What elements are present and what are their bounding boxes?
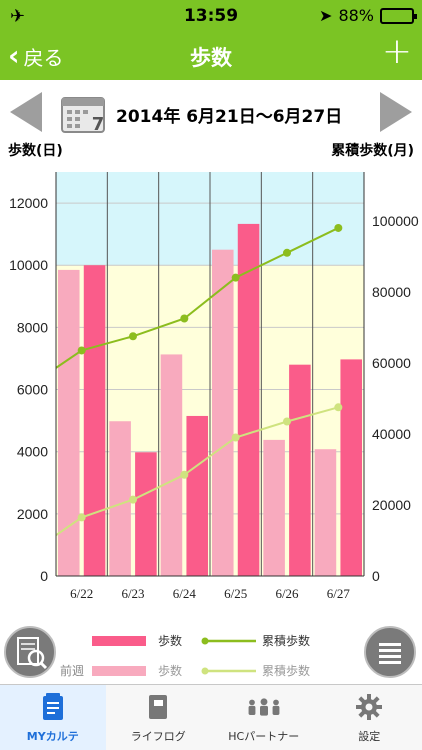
x-tick-label: 6/24 bbox=[173, 586, 197, 601]
series-last-week-cumulative-point bbox=[129, 495, 137, 504]
week-range: 2014年 6月21日〜6月27日 bbox=[116, 107, 343, 127]
back-button[interactable]: ‹ 戻る bbox=[8, 40, 64, 72]
right-tick-label: 80000 bbox=[372, 284, 411, 300]
battery-icon bbox=[380, 7, 417, 24]
bar-this-week bbox=[186, 415, 208, 576]
list-menu-icon bbox=[379, 643, 401, 664]
left-tick-label: 10000 bbox=[9, 257, 48, 273]
page-title: 歩数 bbox=[190, 46, 232, 70]
series-this-week-cumulative-point bbox=[334, 223, 343, 232]
left-tick-label: 12000 bbox=[9, 195, 48, 211]
add-button[interactable]: + bbox=[381, 31, 412, 72]
tab-label: HCパートナー bbox=[228, 730, 300, 743]
legend-dot-last-week bbox=[201, 667, 209, 675]
tab-label: MYカルテ bbox=[26, 730, 79, 743]
gear-icon bbox=[349, 690, 389, 724]
x-tick-label: 6/22 bbox=[70, 586, 93, 601]
status-right: ➤ 88% bbox=[319, 6, 417, 25]
legend-swatch-this-week-bar bbox=[92, 636, 146, 646]
people-icon bbox=[244, 690, 284, 724]
nav-bar: ‹ 戻る 歩数 + bbox=[0, 32, 422, 80]
series-this-week-cumulative-point bbox=[283, 248, 291, 257]
tab-label: 設定 bbox=[358, 730, 381, 743]
status-bar: ✈ 13:59 ➤ 88% bbox=[0, 0, 422, 32]
left-tick-label: 8000 bbox=[17, 319, 48, 335]
right-axis-caption: 累積歩数(月) bbox=[331, 143, 414, 159]
left-tick-label: 0 bbox=[40, 568, 48, 584]
status-time: 13:59 bbox=[183, 6, 239, 26]
series-last-week-cumulative-point bbox=[283, 417, 291, 426]
steps-chart: 0 2000 4000 6000 8000 10000 12000 0 20000 40000 60… bbox=[0, 160, 422, 620]
legend-dot-this-week bbox=[201, 637, 209, 645]
tab-label: ライフログ bbox=[130, 730, 186, 743]
back-label: 戻る bbox=[23, 45, 64, 70]
location-arrow-icon: ➤ bbox=[319, 6, 333, 25]
prev-week-button[interactable] bbox=[6, 90, 46, 134]
bar-last-week bbox=[109, 421, 131, 576]
right-tick-label: 0 bbox=[372, 568, 380, 584]
tab-my-karte[interactable]: MYカルテ bbox=[0, 685, 106, 750]
triangle-right-icon bbox=[380, 92, 412, 132]
calendar-icon[interactable]: 7 bbox=[60, 92, 108, 134]
bar-this-week bbox=[289, 364, 311, 576]
next-week-button[interactable] bbox=[376, 90, 416, 134]
left-tick-label: 4000 bbox=[17, 444, 48, 460]
series-this-week-cumulative-point bbox=[77, 346, 86, 355]
left-tick-label: 6000 bbox=[17, 382, 48, 398]
chart-svg: 0 2000 4000 6000 8000 10000 12000 0 20000 40000 60… bbox=[9, 172, 419, 601]
battery-percent: 88% bbox=[338, 6, 374, 25]
tab-lifelog[interactable]: ライフログ bbox=[106, 685, 212, 750]
bar-last-week bbox=[212, 249, 234, 576]
tab-bar: MYカルテ ライフログ HCパートナー 設定 bbox=[0, 684, 422, 750]
tab-hc-partner[interactable]: HCパートナー bbox=[211, 685, 317, 750]
series-last-week-cumulative-point bbox=[180, 470, 189, 479]
legend-prev-week-label: 前週 bbox=[60, 664, 85, 678]
right-tick-label: 60000 bbox=[372, 355, 411, 371]
week-selector: 7 2014年 6月21日〜6月27日 bbox=[0, 88, 422, 136]
calendar-day-number: 7 bbox=[92, 114, 105, 134]
zoom-chart-button[interactable] bbox=[4, 626, 56, 678]
series-last-week-cumulative-point bbox=[77, 513, 86, 522]
x-tick-label: 6/26 bbox=[275, 586, 299, 601]
menu-button[interactable] bbox=[364, 626, 416, 678]
book-icon bbox=[138, 690, 178, 724]
left-axis-caption: 歩数(日) bbox=[8, 143, 63, 159]
legend-prev-steps-label: 歩数 bbox=[158, 664, 183, 678]
legend-svg bbox=[92, 636, 256, 676]
series-this-week-cumulative-point bbox=[129, 332, 137, 341]
bar-last-week bbox=[160, 354, 183, 576]
tab-settings[interactable]: 設定 bbox=[317, 685, 422, 750]
bar-this-week bbox=[135, 452, 157, 576]
notepad-icon bbox=[33, 690, 73, 724]
airplane-icon: ✈ bbox=[10, 6, 26, 27]
right-tick-label: 20000 bbox=[372, 497, 411, 513]
legend-swatch-last-week-bar bbox=[92, 666, 146, 676]
triangle-left-icon bbox=[10, 92, 42, 132]
legend-prev-cumulative-label: 累積歩数 bbox=[262, 664, 311, 678]
x-tick-label: 6/23 bbox=[121, 586, 144, 601]
chevron-left-icon: ‹ bbox=[8, 39, 20, 72]
bar-this-week bbox=[340, 359, 362, 576]
x-tick-label: 6/25 bbox=[224, 586, 247, 601]
x-tick-label: 6/27 bbox=[327, 586, 351, 601]
bar-last-week bbox=[263, 439, 285, 576]
series-last-week-cumulative-point bbox=[334, 403, 343, 412]
bar-last-week bbox=[314, 449, 337, 576]
bar-this-week bbox=[83, 265, 106, 576]
right-tick-label: 100000 bbox=[372, 213, 419, 229]
legend-steps-label: 歩数 bbox=[158, 634, 183, 648]
right-tick-label: 40000 bbox=[372, 426, 411, 442]
legend-cumulative-label: 累積歩数 bbox=[262, 634, 311, 648]
series-this-week-cumulative-point bbox=[180, 314, 189, 323]
series-this-week-cumulative-point bbox=[231, 273, 240, 282]
series-last-week-cumulative-point bbox=[231, 433, 240, 442]
left-tick-label: 2000 bbox=[17, 506, 48, 522]
magnifier-doc-icon bbox=[17, 637, 48, 670]
bar-last-week bbox=[58, 269, 80, 576]
bar-this-week bbox=[237, 223, 260, 576]
legend: 前週 歩数 歩数 累積歩数 累積歩数 bbox=[0, 620, 422, 682]
